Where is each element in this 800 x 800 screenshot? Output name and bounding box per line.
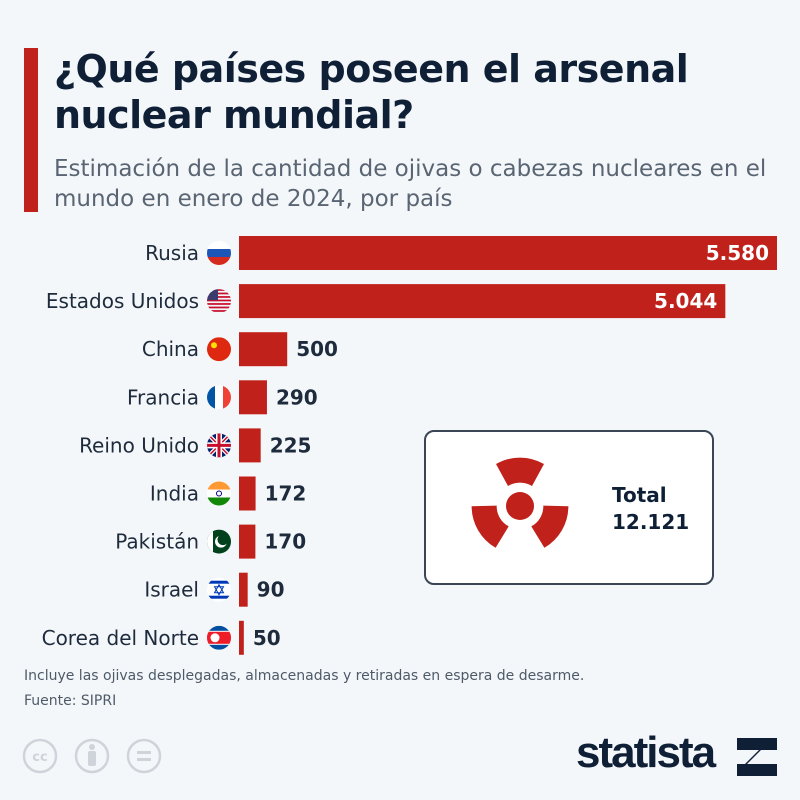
attribution-icon (74, 738, 110, 774)
radiation-icon (466, 457, 574, 551)
total-value: 12.121 (612, 510, 690, 534)
license-icons: cc (22, 738, 162, 774)
bar (239, 332, 288, 367)
value-label: 290 (276, 385, 318, 409)
bar (239, 476, 256, 511)
pakistan-flag-icon (207, 529, 231, 554)
total-box (424, 430, 714, 585)
statista-logo-mark (737, 738, 777, 776)
value-label: 500 (296, 337, 338, 361)
india-flag-icon (207, 481, 231, 506)
bar (239, 380, 267, 415)
category-label: Rusia (145, 241, 199, 265)
category-label: Pakistán (115, 530, 199, 554)
bar (239, 284, 726, 319)
no-derivatives-icon (126, 738, 162, 774)
bar (239, 428, 261, 463)
category-label: Estados Unidos (46, 289, 199, 313)
category-label: India (150, 482, 199, 506)
bar (239, 572, 248, 607)
total-label: Total (612, 483, 667, 507)
north-korea-flag-icon (207, 625, 231, 650)
bar (239, 236, 777, 270)
value-label: 170 (264, 530, 306, 554)
category-label: China (142, 337, 199, 361)
chart-subtitle: Estimación de la cantidad de ojivas o ca… (54, 156, 767, 212)
bar (239, 524, 256, 559)
usa-flag-icon (207, 289, 231, 312)
title-accent-bar (24, 48, 38, 212)
footnote: Incluye las ojivas desplegadas, almacena… (24, 668, 585, 684)
category-label: Reino Unido (79, 433, 199, 457)
russia-flag-icon (207, 241, 231, 265)
value-label: 225 (270, 433, 312, 457)
category-label: Corea del Norte (42, 626, 199, 650)
value-label: 5.044 (654, 289, 717, 313)
statista-logo: statista (576, 728, 716, 777)
category-label: Israel (144, 578, 199, 602)
uk-flag-icon (207, 433, 231, 458)
israel-flag-icon (207, 577, 231, 602)
svg-text:cc: cc (32, 750, 47, 765)
bar (239, 620, 244, 655)
chart-title: ¿Qué países poseen el arsenal nuclear mu… (54, 47, 689, 137)
total-readout: Total 12.121 (612, 482, 689, 536)
value-label: 50 (253, 626, 281, 650)
category-label: Francia (127, 385, 199, 409)
cc-icon (22, 738, 58, 774)
source: Fuente: SIPRI (24, 693, 117, 709)
value-label: 5.580 (706, 241, 769, 265)
value-label: 90 (257, 578, 285, 602)
france-flag-icon (207, 385, 231, 410)
china-flag-icon (207, 337, 231, 362)
value-label: 172 (265, 482, 307, 506)
